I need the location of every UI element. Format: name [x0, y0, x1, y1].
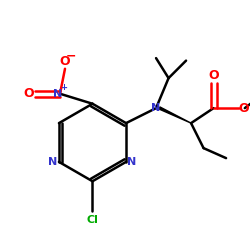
- Text: +: +: [60, 83, 67, 92]
- Text: N: N: [152, 103, 161, 113]
- Text: N: N: [127, 157, 136, 167]
- Text: Cl: Cl: [86, 215, 99, 225]
- Text: N: N: [48, 157, 57, 167]
- Text: O: O: [60, 55, 70, 68]
- Polygon shape: [160, 107, 191, 123]
- Text: O: O: [238, 102, 249, 115]
- Text: O: O: [24, 87, 34, 100]
- Text: N: N: [53, 89, 62, 99]
- Text: O: O: [208, 69, 219, 82]
- Text: −: −: [66, 50, 76, 63]
